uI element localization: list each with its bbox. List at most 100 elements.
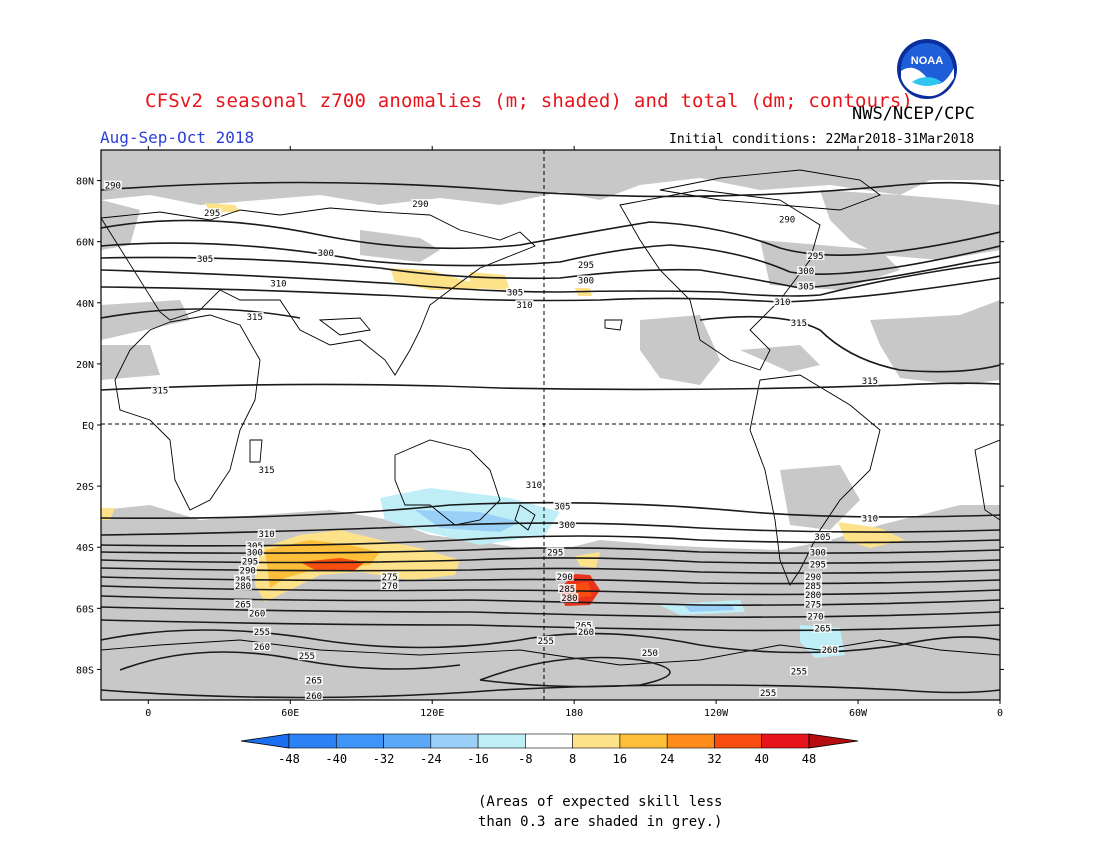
contour-label-bg [808,547,827,557]
contour-label-bg [558,519,577,529]
contour-label-bg [574,620,593,630]
contour-label-bg [555,571,574,581]
lat-label: 60N [76,238,94,249]
contour-label-bg [257,529,276,538]
lat-label: 40N [76,299,94,310]
lat-labels: 80N 60N 40N 20N EQ 20S 40S 60S 80S [76,177,94,677]
lon-label: 120W [704,708,729,719]
lat-label: 60S [76,604,94,615]
contour-label: 280 [235,582,251,592]
contour-label-bg [576,275,595,285]
contour-label-bg [233,574,252,584]
contour-label: 290 [805,573,821,583]
colorbar-arrow-right [808,733,859,749]
contour-label-bg [103,180,122,190]
contour-label: 300 [247,548,263,558]
contour-label-bg [797,266,816,276]
colorbar-label: 24 [660,752,674,766]
colorbar-label: 32 [707,752,721,766]
contour-label-bg [813,623,832,633]
contour-label: 295 [578,261,594,271]
skill-note: (Areas of expected skill less than 0.3 a… [478,792,722,832]
colorbar-segment [383,733,432,749]
contour-label: 250 [642,649,658,659]
contour-label-bg [560,593,579,603]
contour-label: 310 [270,279,286,289]
lon-label: 120E [420,708,444,719]
agency-label: NWS/NCEP/CPC [852,104,975,124]
lon-label: 180 [565,708,583,719]
contour-label: 265 [814,625,830,635]
lat-label: EQ [82,421,94,432]
contour-label-bg [524,480,543,490]
contour-label-bg [813,532,832,542]
contour-label: 295 [204,209,220,219]
contour-label-bg [304,690,323,700]
contour-label: 280 [805,591,821,601]
contour-label-bg [789,666,808,676]
contour-label: 305 [197,255,213,265]
contour-label-bg [196,254,215,263]
contour-label-bg [411,199,430,208]
contour-label-bg [860,513,879,523]
contour-label: 280 [561,594,577,604]
contour-label: 255 [254,628,270,638]
colorbar-segment [572,733,621,749]
contour-label: 295 [242,558,258,568]
contour-label-bg [576,626,595,636]
contour-label: 310 [526,481,542,491]
colorbar-segment [666,733,715,749]
contour-label-bg [773,296,792,306]
colorbar-label: -8 [518,752,532,766]
coastlines [101,169,1000,666]
contour-label: 290 [779,215,795,225]
contour-label-bg [546,547,565,557]
contour-label-bg [804,580,823,590]
contour-label-bg [576,260,595,270]
contour-label-bg [804,571,823,581]
colorbar-segment [335,733,384,749]
contour-label-bg [806,611,825,621]
contour-label: 255 [760,689,776,699]
contour-label-bg [380,580,399,590]
contour-label: 310 [516,301,532,311]
contour-label: 255 [299,652,315,662]
contour-label: 310 [774,298,790,308]
contour-label-bg [245,541,264,551]
colorbar-segment [430,733,479,749]
contour-label-bg [804,599,823,609]
contour-label: 260 [306,692,322,702]
contour-label: 305 [554,503,570,513]
contour-label: 270 [381,582,397,592]
contour-label: 295 [810,561,826,571]
lat-label: 80S [76,665,94,676]
contour-label: 310 [258,530,274,540]
contour-label: 315 [247,313,263,323]
skill-note-line2: than 0.3 are shaded in grey.) [478,814,723,830]
colorbar-label: 16 [613,752,627,766]
contour-label-bg [640,648,659,658]
colorbar-segment [714,733,763,749]
contour-label: 255 [791,668,807,678]
contour-label-bg [245,547,264,557]
colorbar-label: 8 [569,752,576,766]
contour-label: 255 [538,637,554,647]
contour-label-bg [316,247,335,257]
colorbar-label: -24 [420,752,442,766]
colorbar-segment [619,733,668,749]
contour-label: 315 [791,319,807,329]
contour-label-bg [506,287,525,297]
colorbar-label: -16 [467,752,489,766]
contour-label: 300 [559,521,575,531]
logo-text: NOAA [911,55,943,67]
contour-label-bg [778,214,797,224]
contour-label-bg [789,318,808,328]
contour-label: 305 [247,542,263,552]
contour-label-bg [380,571,399,581]
contour-label-bg [536,635,555,645]
contour-label: 290 [105,182,121,192]
colorbar-segment [761,733,810,749]
contour-label-bg [804,590,823,600]
contour-label-bg [248,608,267,618]
